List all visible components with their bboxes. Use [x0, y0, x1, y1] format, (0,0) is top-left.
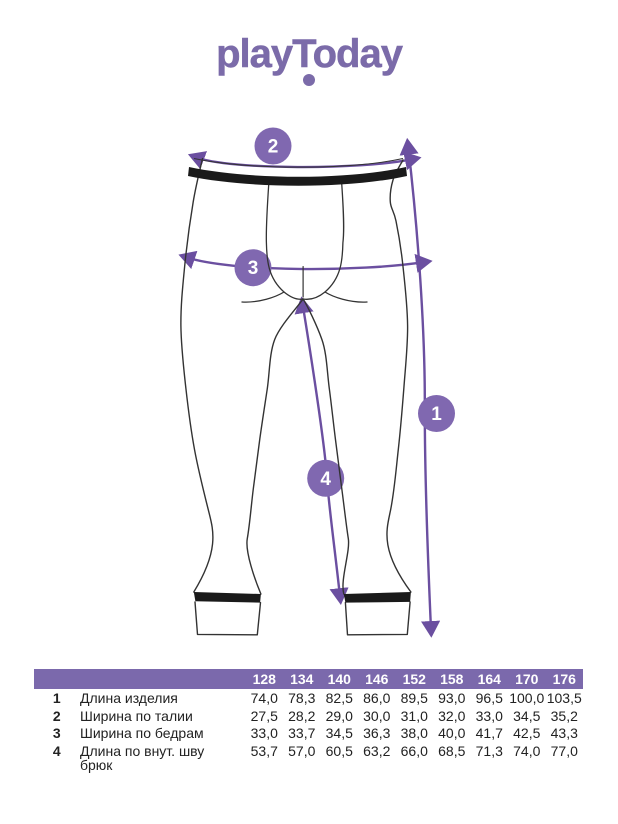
svg-text:2: 2	[268, 137, 279, 158]
svg-text:3: 3	[248, 258, 259, 279]
svg-text:4: 4	[320, 469, 331, 490]
svg-text:1: 1	[431, 404, 442, 425]
